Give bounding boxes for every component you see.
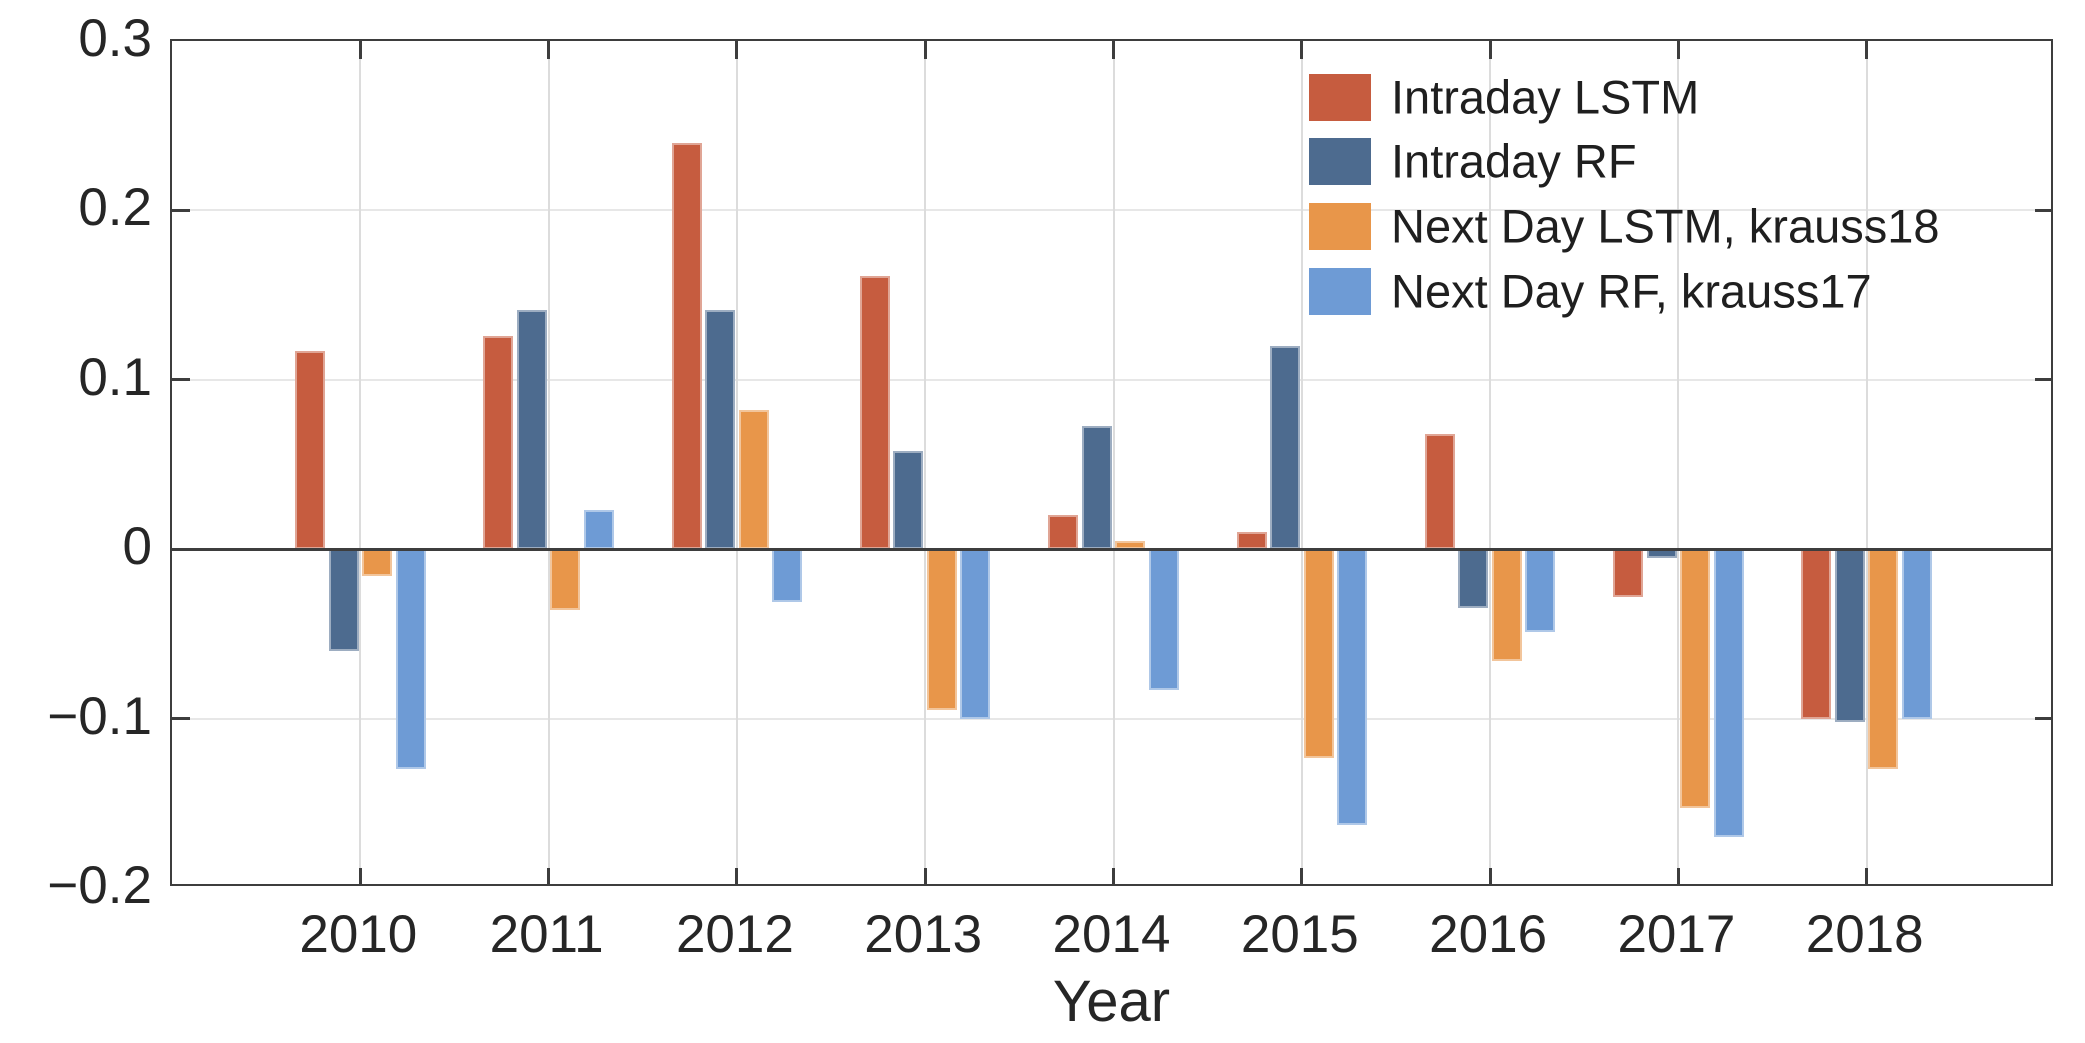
x-tick-mark — [1300, 868, 1304, 886]
legend-label: Next Day LSTM, krauss18 — [1391, 199, 1940, 253]
bar-2011-series-4 — [583, 510, 614, 550]
bar-2018-series-1 — [1801, 549, 1832, 719]
vertical-gridline — [1865, 41, 1868, 884]
vertical-gridline — [1300, 41, 1303, 884]
bar-2012-series-2 — [705, 310, 736, 550]
x-tick-mark — [358, 868, 362, 886]
y-tick-label: 0.3 — [78, 9, 152, 68]
bar-2015-series-2 — [1270, 345, 1301, 550]
bar-2010-series-3 — [362, 549, 393, 577]
vertical-gridline — [359, 41, 362, 884]
x-tick-mark-top — [923, 41, 927, 59]
x-tick-label: 2014 — [1052, 905, 1171, 964]
legend-swatch-icon — [1309, 74, 1371, 121]
bar-2013-series-2 — [893, 450, 924, 550]
horizontal-gridline — [172, 209, 2051, 212]
bar-2011-series-2 — [516, 310, 547, 550]
x-tick-mark — [1676, 868, 1680, 886]
bar-2013-series-1 — [859, 276, 890, 550]
legend-label: Intraday RF — [1391, 134, 1637, 188]
x-tick-mark — [1488, 868, 1492, 886]
vertical-gridline — [1677, 41, 1680, 884]
bar-2017-series-4 — [1713, 549, 1744, 838]
bar-2014-series-4 — [1148, 549, 1179, 690]
x-tick-label: 2017 — [1617, 905, 1736, 964]
x-axis-title: Year — [1052, 969, 1171, 1034]
bar-2016-series-2 — [1458, 549, 1489, 609]
bar-2010-series-2 — [328, 549, 359, 651]
bar-2012-series-1 — [671, 142, 702, 550]
y-tick-label: −0.1 — [47, 686, 152, 746]
y-tick-mark — [172, 378, 190, 382]
y-tick-label: −0.2 — [47, 856, 152, 915]
vertical-gridline — [1489, 41, 1492, 884]
x-tick-label: 2010 — [299, 905, 418, 964]
bar-2016-series-1 — [1424, 434, 1455, 550]
vertical-gridline — [547, 41, 550, 884]
bar-2017-series-1 — [1613, 549, 1644, 597]
bar-2010-series-1 — [295, 351, 326, 550]
bar-2018-series-4 — [1901, 549, 1932, 719]
y-tick-label: 0.1 — [78, 347, 152, 407]
y-tick-mark — [172, 717, 190, 721]
x-tick-mark-top — [358, 41, 362, 59]
bar-2014-series-1 — [1048, 515, 1079, 550]
vertical-gridline — [735, 41, 738, 884]
legend-swatch-icon — [1309, 203, 1371, 250]
bar-2017-series-3 — [1680, 549, 1711, 809]
x-tick-mark-top — [735, 41, 739, 59]
legend-label: Intraday LSTM — [1391, 70, 1700, 124]
horizontal-gridline — [172, 717, 2051, 720]
x-tick-mark-top — [1865, 41, 1869, 59]
legend-swatch-icon — [1309, 268, 1371, 315]
x-tick-label: 2015 — [1240, 905, 1359, 964]
bar-2012-series-3 — [738, 410, 769, 550]
x-tick-label: 2012 — [675, 905, 794, 964]
y-tick-label: 0 — [122, 517, 152, 577]
x-tick-mark — [547, 868, 551, 886]
x-tick-label: 2016 — [1429, 905, 1548, 964]
x-tick-mark — [1112, 868, 1115, 886]
bar-2010-series-4 — [395, 549, 426, 770]
y-tick-label: 0.2 — [78, 178, 152, 238]
bar-2015-series-3 — [1303, 549, 1334, 758]
bar-2012-series-4 — [772, 549, 803, 602]
zero-axis-line — [172, 547, 2051, 551]
y-tick-mark — [172, 208, 190, 212]
x-tick-mark-top — [1676, 41, 1680, 59]
y-tick-mark-right — [2035, 717, 2053, 721]
bar-2013-series-4 — [960, 549, 991, 719]
x-tick-mark-top — [547, 41, 551, 59]
y-tick-mark-right — [2035, 547, 2053, 551]
bar-2016-series-4 — [1525, 549, 1556, 633]
x-tick-mark — [735, 868, 739, 886]
bar-2015-series-1 — [1236, 532, 1267, 550]
x-tick-mark-top — [1300, 41, 1304, 59]
x-tick-mark — [923, 868, 927, 886]
x-tick-mark-top — [1488, 41, 1492, 59]
bar-2014-series-2 — [1081, 425, 1112, 550]
vertical-gridline — [924, 41, 927, 884]
y-tick-mark — [172, 547, 190, 551]
x-tick-mark — [1865, 868, 1869, 886]
x-tick-label: 2018 — [1805, 905, 1924, 964]
x-tick-label: 2011 — [489, 905, 604, 964]
bar-2011-series-1 — [483, 335, 514, 550]
y-tick-mark-right — [2035, 208, 2053, 212]
bar-2013-series-3 — [926, 549, 957, 711]
x-tick-mark-top — [1112, 41, 1115, 59]
bar-2018-series-3 — [1868, 549, 1899, 770]
bar-2011-series-3 — [550, 549, 581, 611]
horizontal-gridline — [172, 378, 2051, 381]
legend-label: Next Day RF, krauss17 — [1391, 264, 1872, 318]
x-tick-label: 2013 — [864, 905, 983, 964]
vertical-gridline — [1112, 41, 1115, 884]
plot-area — [170, 39, 2053, 886]
y-tick-mark-right — [2035, 378, 2053, 382]
bar-2018-series-2 — [1834, 549, 1865, 722]
bar-2015-series-4 — [1337, 549, 1368, 826]
bar-2016-series-3 — [1491, 549, 1522, 661]
legend-swatch-icon — [1309, 138, 1371, 185]
